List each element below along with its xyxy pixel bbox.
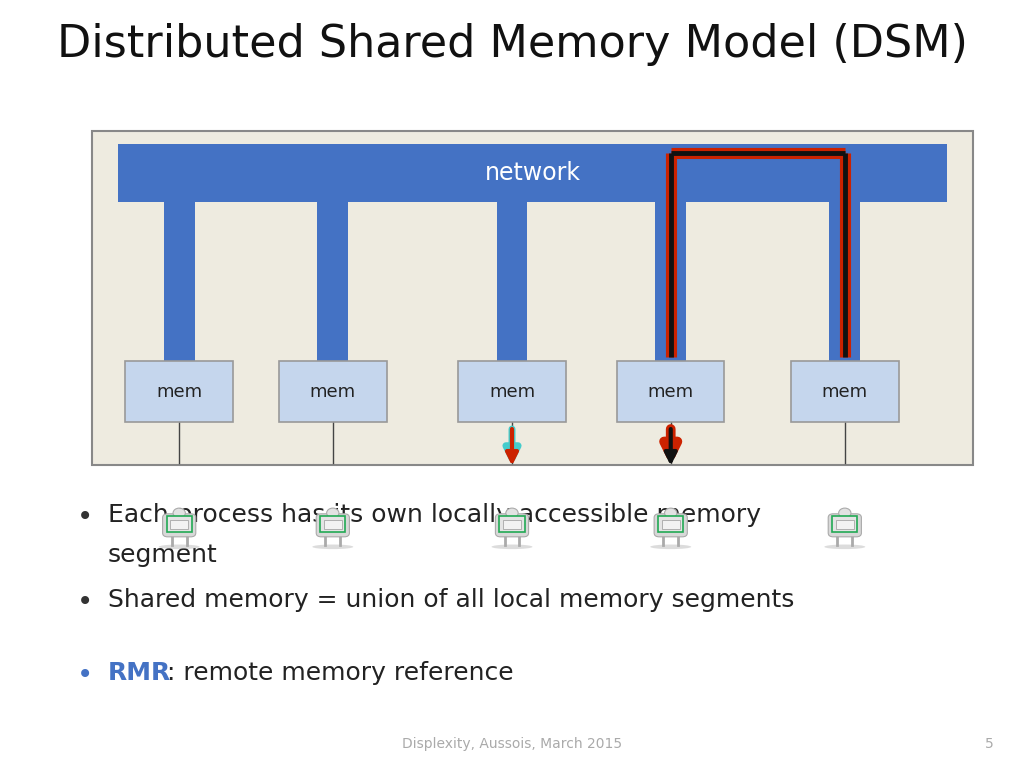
- FancyBboxPatch shape: [496, 514, 528, 537]
- Ellipse shape: [327, 508, 339, 518]
- Text: Distributed Shared Memory Model (DSM): Distributed Shared Memory Model (DSM): [56, 23, 968, 66]
- Bar: [164, 202, 195, 361]
- Ellipse shape: [159, 545, 200, 549]
- FancyBboxPatch shape: [828, 514, 861, 537]
- Bar: [317, 202, 348, 361]
- Text: •: •: [77, 588, 93, 616]
- Text: network: network: [484, 161, 581, 185]
- Ellipse shape: [839, 508, 851, 518]
- Ellipse shape: [492, 545, 532, 549]
- Bar: [324, 520, 342, 529]
- Bar: [836, 520, 854, 529]
- Ellipse shape: [506, 508, 518, 518]
- Bar: [655, 202, 686, 361]
- Text: Each process has its own locally accessible memory: Each process has its own locally accessi…: [108, 503, 761, 527]
- Bar: [118, 144, 947, 202]
- Text: mem: mem: [309, 382, 356, 401]
- Bar: [829, 202, 860, 361]
- FancyBboxPatch shape: [316, 514, 349, 537]
- Text: •: •: [77, 503, 93, 531]
- Ellipse shape: [824, 545, 865, 549]
- Text: 5: 5: [984, 737, 993, 751]
- Text: RMR: RMR: [108, 661, 171, 685]
- Ellipse shape: [665, 508, 677, 518]
- Bar: [92, 131, 973, 465]
- FancyBboxPatch shape: [654, 514, 687, 537]
- Bar: [503, 520, 521, 529]
- Bar: [125, 361, 232, 422]
- Ellipse shape: [650, 545, 691, 549]
- Bar: [497, 202, 527, 361]
- Bar: [662, 520, 680, 529]
- Ellipse shape: [173, 508, 185, 518]
- Bar: [833, 516, 857, 531]
- Text: mem: mem: [647, 382, 694, 401]
- Bar: [167, 516, 191, 531]
- Text: Displexity, Aussois, March 2015: Displexity, Aussois, March 2015: [402, 737, 622, 751]
- Bar: [321, 516, 345, 531]
- Ellipse shape: [312, 545, 353, 549]
- FancyBboxPatch shape: [163, 514, 196, 537]
- Bar: [279, 361, 387, 422]
- Text: mem: mem: [488, 382, 536, 401]
- Bar: [658, 516, 683, 531]
- Text: mem: mem: [821, 382, 868, 401]
- Bar: [791, 361, 899, 422]
- Bar: [616, 361, 725, 422]
- Text: •: •: [77, 661, 93, 689]
- Text: mem: mem: [156, 382, 203, 401]
- Bar: [500, 516, 524, 531]
- Bar: [170, 520, 188, 529]
- Text: segment: segment: [108, 543, 217, 567]
- Text: Shared memory = union of all local memory segments: Shared memory = union of all local memor…: [108, 588, 794, 612]
- Bar: [459, 361, 565, 422]
- Text: : remote memory reference: : remote memory reference: [167, 661, 514, 685]
